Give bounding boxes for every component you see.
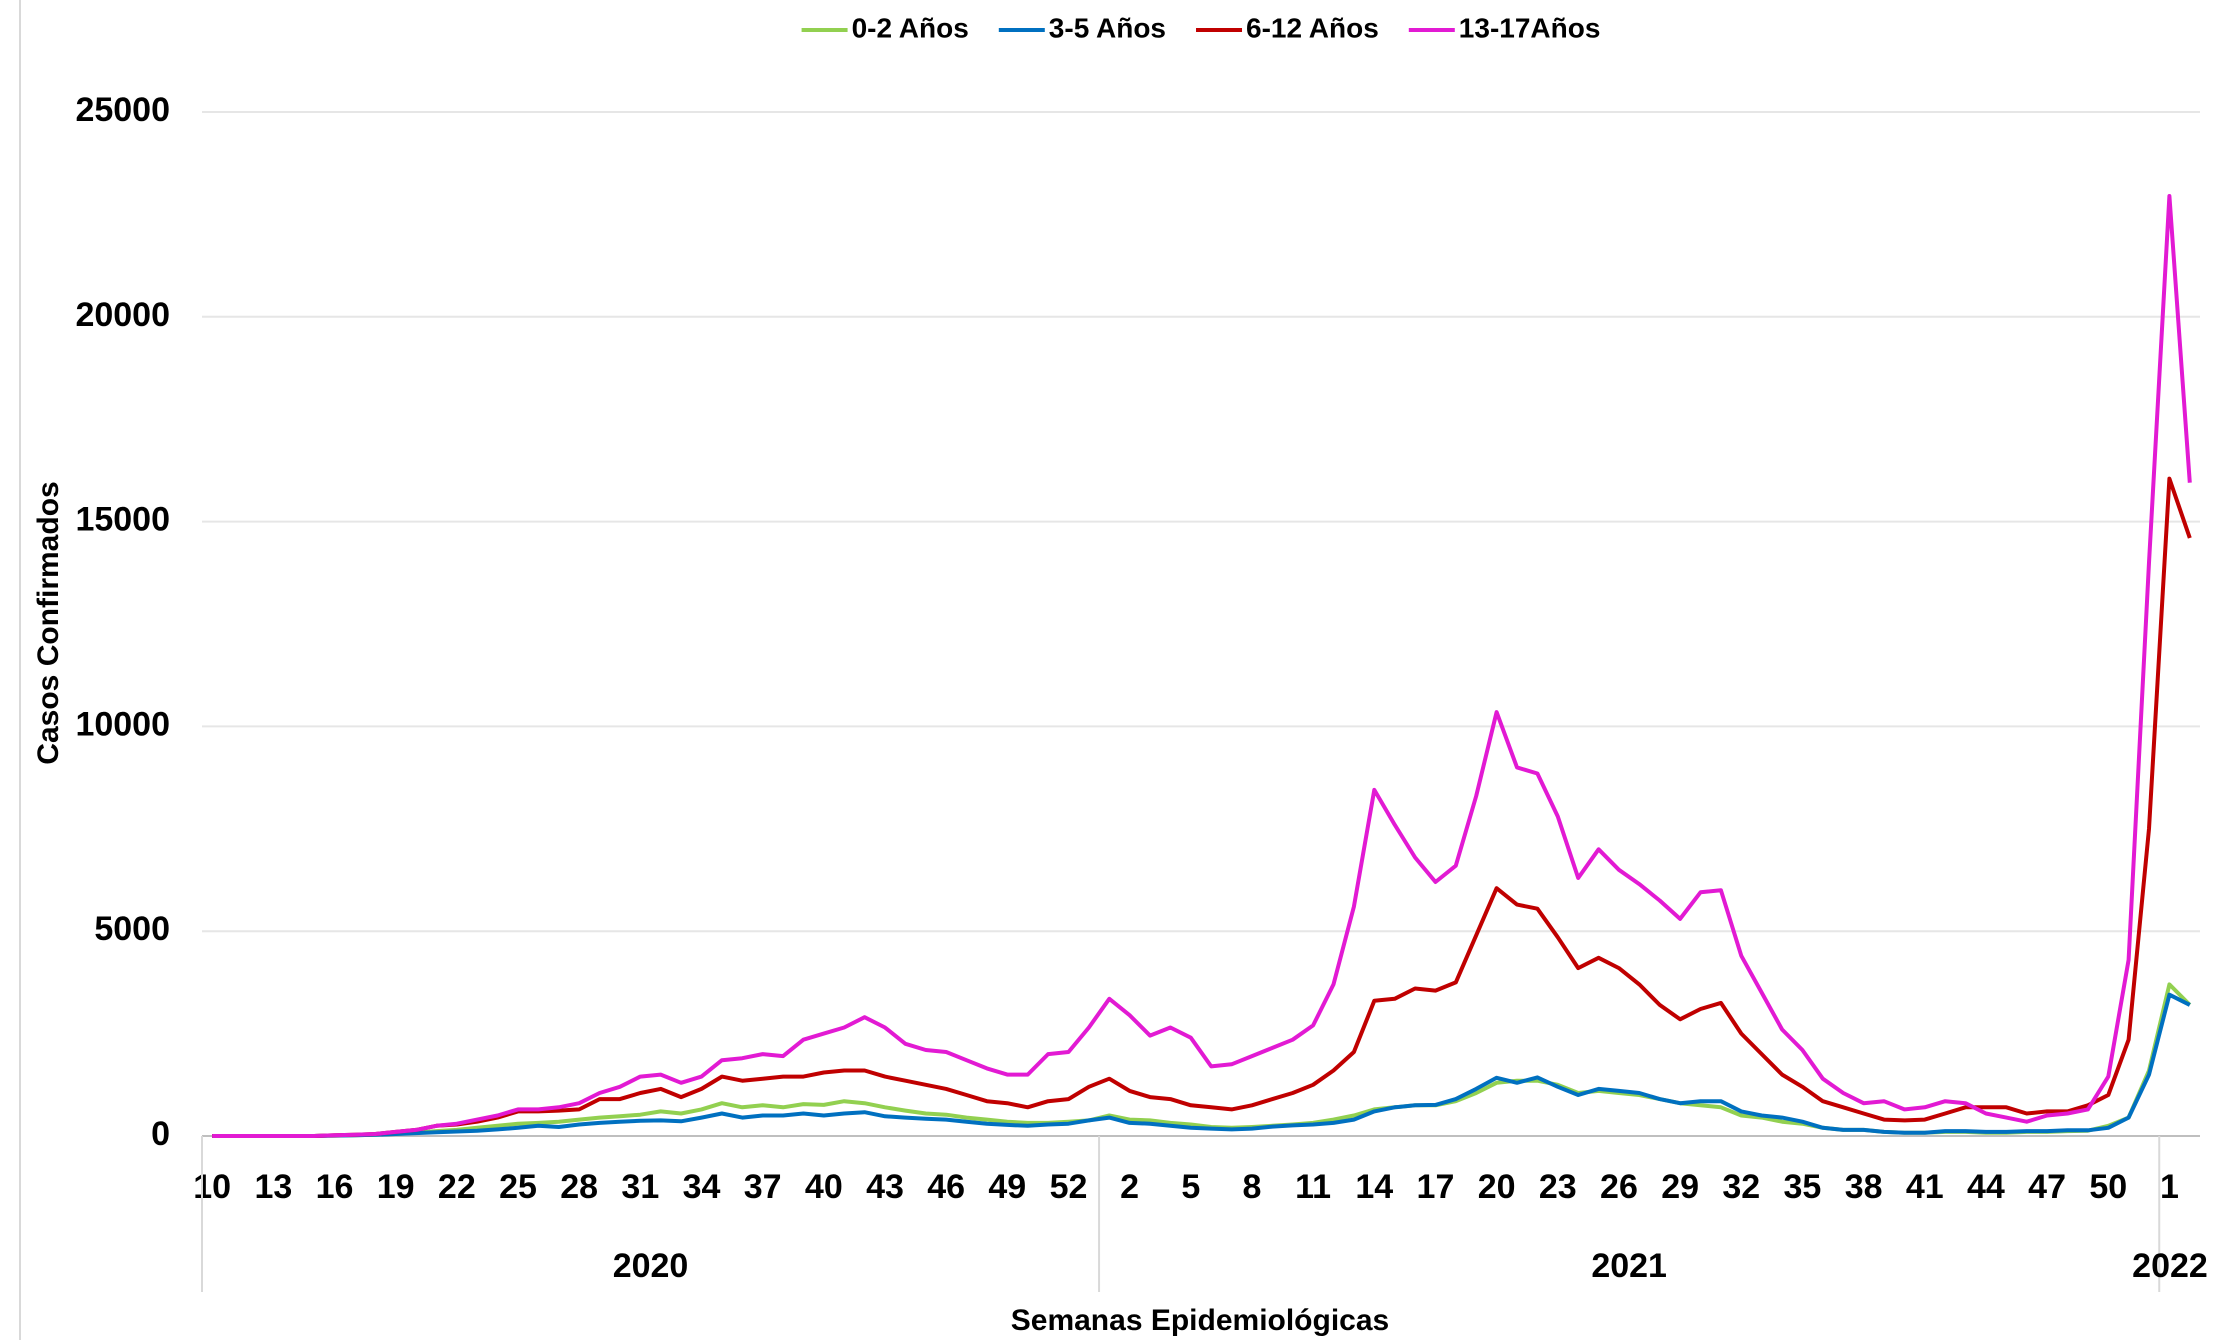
legend-label: 3-5 Años [1049,12,1166,43]
series-line [212,992,2191,1138]
x-tick-label: 11 [1295,1168,1331,1206]
x-tick-label: 22 [438,1168,476,1206]
x-tick-label: 23 [1539,1168,1577,1206]
x-tick-label: 16 [316,1168,354,1206]
x-group-label: 2021 [1591,1247,1667,1285]
legend-label: 0-2 Años [852,12,969,43]
y-tick-label: 20000 [75,296,170,334]
x-group-label: 2022 [2132,1247,2208,1285]
x-tick-label: 43 [866,1168,904,1206]
x-tick-label: 35 [1784,1168,1822,1206]
x-tick-label: 29 [1661,1168,1699,1206]
y-tick-label: 5000 [94,910,170,948]
x-tick-label: 17 [1417,1168,1455,1206]
x-tick-label: 2 [1120,1168,1139,1206]
x-tick-label: 5 [1181,1168,1200,1206]
legend-label: 6-12 Años [1246,12,1379,43]
x-tick-label: 13 [254,1168,292,1206]
x-axis-title: Semanas Epidemiológicas [1011,1304,1389,1337]
x-tick-label: 41 [1906,1168,1944,1206]
x-tick-label: 31 [621,1168,659,1206]
x-tick-label: 47 [2028,1168,2066,1206]
x-tick-label: 44 [1967,1168,2005,1206]
x-tick-label: 49 [988,1168,1026,1206]
y-tick-label: 10000 [75,705,170,743]
y-tick-label: 15000 [75,501,170,539]
series-line [212,476,2192,1138]
x-tick-label: 20 [1478,1168,1516,1206]
x-tick-label: 46 [927,1168,965,1206]
x-tick-label: 10 [193,1168,231,1206]
x-tick-label: 32 [1722,1168,1760,1206]
series-line [212,194,2192,1138]
x-tick-label: 28 [560,1168,598,1206]
y-tick-label: 25000 [75,91,170,129]
x-tick-label: 52 [1050,1168,1088,1206]
x-tick-label: 14 [1355,1168,1393,1206]
legend-label: 13-17Años [1459,12,1601,43]
x-tick-label: 25 [499,1168,537,1206]
x-tick-label: 1 [2160,1168,2179,1206]
x-tick-label: 8 [1243,1168,1262,1206]
x-tick-label: 26 [1600,1168,1638,1206]
y-axis-title: Casos Confirmados [32,481,65,764]
x-tick-label: 34 [683,1168,721,1206]
x-tick-label: 50 [2089,1168,2127,1206]
x-tick-label: 40 [805,1168,843,1206]
x-tick-label: 19 [377,1168,415,1206]
x-tick-label: 37 [744,1168,782,1206]
x-group-label: 2020 [613,1247,689,1285]
x-tick-label: 38 [1845,1168,1883,1206]
y-tick-label: 0 [151,1115,170,1153]
